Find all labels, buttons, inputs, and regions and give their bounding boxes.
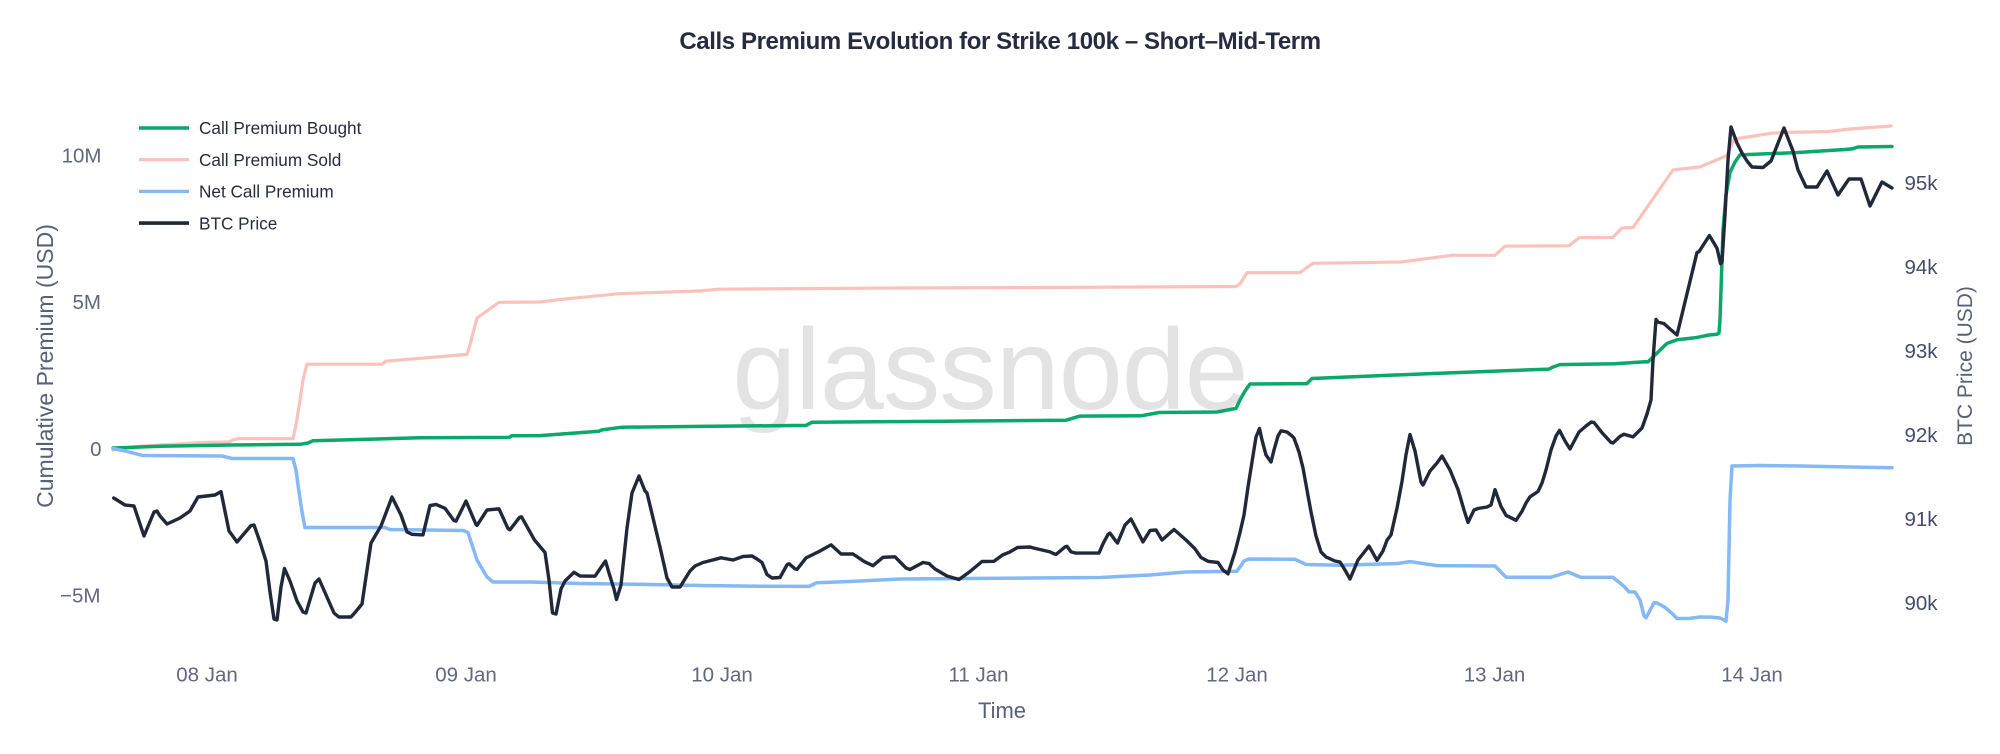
svg-text:0: 0 [90,438,101,461]
svg-text:08 Jan: 08 Jan [176,664,238,687]
svg-text:94k: 94k [1905,256,1939,279]
svg-text:95k: 95k [1905,172,1939,195]
svg-text:10M: 10M [62,144,102,167]
svg-text:5M: 5M [73,291,101,314]
svg-text:91k: 91k [1905,508,1939,531]
svg-text:Time: Time [978,698,1026,723]
svg-text:BTC Price (USD): BTC Price (USD) [1954,286,1977,446]
svg-text:11 Jan: 11 Jan [948,664,1008,687]
svg-text:09 Jan: 09 Jan [435,664,497,687]
svg-text:BTC Price: BTC Price [199,213,277,233]
svg-text:glassnode: glassnode [732,306,1247,434]
svg-text:Net Call Premium: Net Call Premium [199,182,334,202]
svg-text:92k: 92k [1905,424,1939,447]
svg-text:Call Premium Bought: Call Premium Bought [199,118,362,138]
svg-text:Call Premium Sold: Call Premium Sold [199,150,341,170]
svg-text:12 Jan: 12 Jan [1206,664,1268,687]
svg-text:14 Jan: 14 Jan [1721,664,1783,687]
svg-text:−5M: −5M [60,584,100,607]
svg-text:90k: 90k [1905,592,1939,615]
svg-text:93k: 93k [1905,340,1939,363]
svg-text:13 Jan: 13 Jan [1464,664,1526,687]
svg-text:Calls Premium Evolution for St: Calls Premium Evolution for Strike 100k … [679,28,1320,55]
svg-text:Cumulative Premium (USD): Cumulative Premium (USD) [32,224,58,508]
svg-text:10 Jan: 10 Jan [691,664,753,687]
